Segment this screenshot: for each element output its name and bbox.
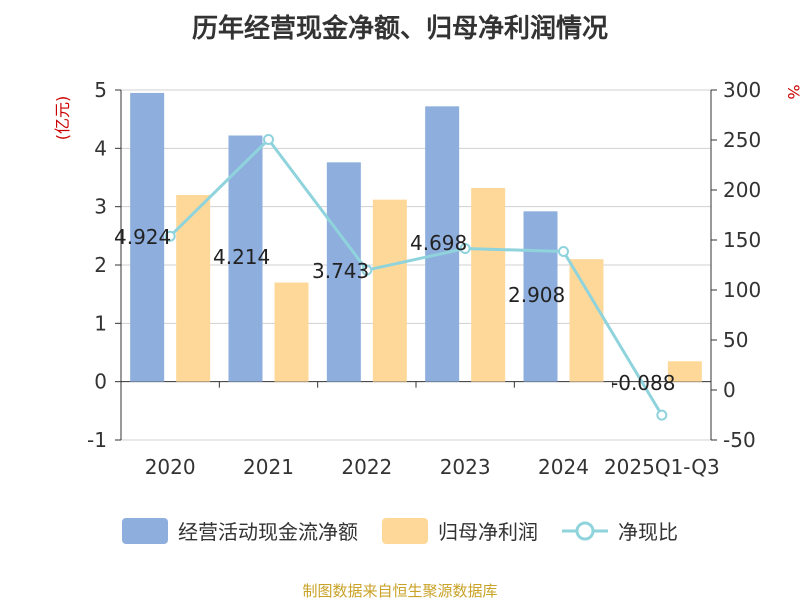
legend-item-ratio[interactable]: 净现比	[562, 516, 678, 545]
y-tick-label-left-0: -1	[87, 428, 107, 452]
legend-label-net-profit: 归母净利润	[438, 520, 538, 544]
ratio-point-0	[164, 230, 176, 242]
data-label-2: 3.743	[312, 259, 369, 283]
y-tick-label-right-2: 50	[723, 328, 748, 352]
y-tick-label-right-6: 250	[723, 128, 761, 152]
y-axis-right-label: %	[784, 84, 800, 99]
legend-label-cashflow: 经营活动现金流净额	[178, 520, 358, 544]
bar-1-2	[372, 199, 407, 382]
bar-1-5	[667, 361, 702, 382]
ratio-point-4	[558, 246, 569, 257]
bar-1-3	[471, 188, 506, 382]
ratio-point-1	[263, 134, 274, 145]
y-tick-label-left-4: 3	[94, 195, 107, 219]
legend-swatch-ratio	[562, 521, 608, 540]
x-tick-label-3: 2023	[440, 455, 491, 479]
data-label-4: 2.908	[508, 283, 565, 307]
y-tick-label-right-7: 300	[723, 78, 761, 102]
source-note: 制图数据来自恒生聚源数据库	[302, 582, 498, 600]
y-tick-label-left-6: 5	[94, 78, 107, 102]
legend-swatch-cashflow	[122, 517, 168, 544]
legend-item-cashflow[interactable]: 经营活动现金流净额	[122, 516, 358, 545]
y-tick-label-left-1: 0	[94, 370, 107, 394]
legend-swatch-net-profit	[382, 517, 428, 544]
bar-1-1	[274, 282, 309, 382]
ratio-point-3	[459, 243, 471, 254]
bar-1-4	[569, 259, 604, 382]
bar-0-0	[130, 92, 165, 382]
bar-0-4	[523, 211, 558, 382]
x-tick-label-0: 2020	[145, 455, 196, 479]
data-label-1: 4.214	[213, 245, 270, 269]
x-tick-label-1: 2021	[243, 455, 294, 479]
data-label-3: 4.698	[410, 231, 467, 255]
chart-plot: -1 0 1 2 3 4 5 -50 0 50 100 150 200 250 300 (亿元)% 2020 20…	[53, 78, 800, 479]
y-tick-label-left-3: 2	[94, 253, 107, 277]
ratio-point-5	[656, 409, 668, 421]
chart-legend: 经营活动现金流净额 归母净利润 净现比	[0, 516, 800, 545]
x-tick-label-2: 2022	[341, 455, 392, 479]
legend-label-ratio: 净现比	[618, 520, 678, 544]
y-tick-label-right-3: 100	[723, 278, 761, 302]
bar-0-1	[228, 135, 263, 382]
x-tick-label-4: 2024	[538, 455, 589, 479]
legend-item-net-profit[interactable]: 归母净利润	[382, 516, 538, 545]
y-tick-label-right-1: 0	[723, 378, 736, 402]
bar-1-0	[176, 195, 211, 382]
ratio-point-2	[361, 264, 373, 276]
data-label-0: 4.924	[114, 225, 171, 249]
bar-0-3	[425, 106, 460, 382]
y-tick-label-right-0: -50	[723, 428, 756, 452]
x-tick-label-5: 2025Q1-Q3	[604, 455, 720, 479]
chart-title: 历年经营现金净额、归母净利润情况	[191, 14, 608, 44]
y-tick-label-right-4: 150	[723, 228, 761, 252]
bar-0-2	[326, 162, 361, 382]
data-label-5: -0.088	[611, 371, 675, 395]
ratio-line	[169, 137, 664, 416]
y-axis-left-label: (亿元)	[53, 96, 72, 141]
y-tick-label-left-2: 1	[94, 311, 107, 335]
y-tick-label-right-5: 200	[723, 178, 761, 202]
y-tick-label-left-5: 4	[94, 136, 107, 160]
